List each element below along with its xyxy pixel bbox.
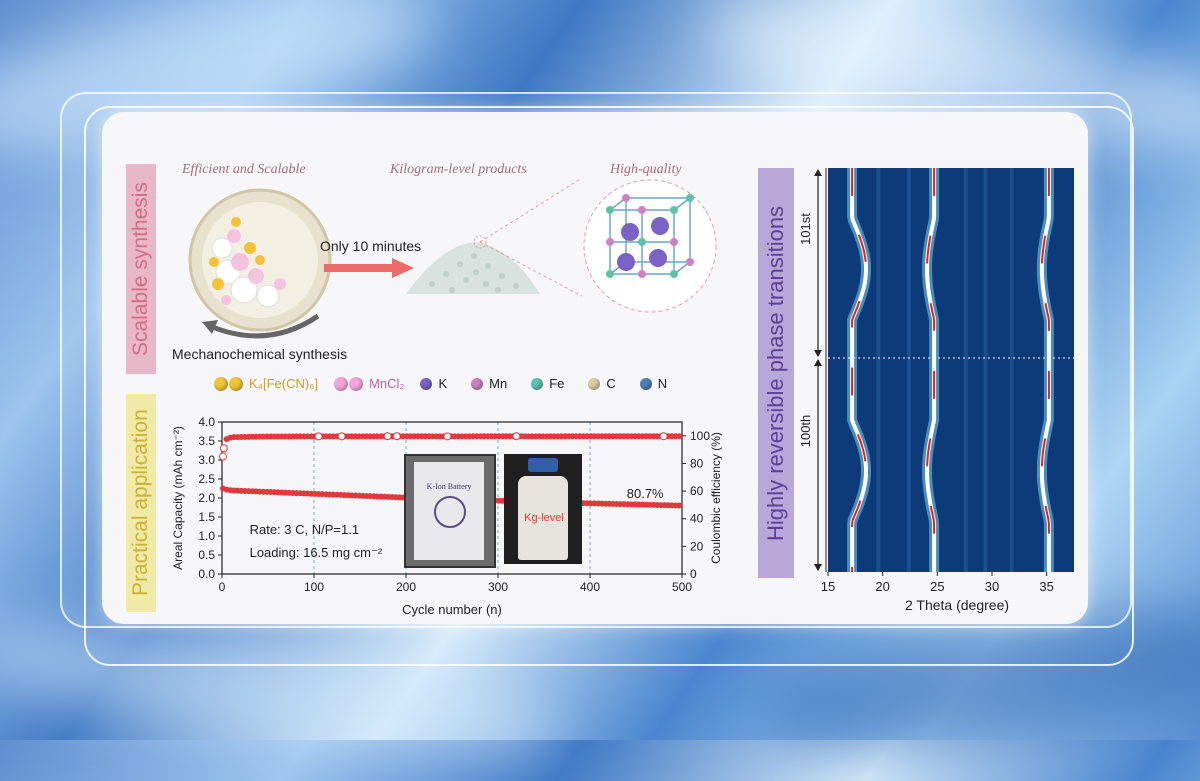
y2-tick-label: 100 [690,429,710,443]
heading-kilogram: Kilogram-level products [390,162,527,177]
rate-annotation: Rate: 3 C, N/P=1.1 [250,522,359,537]
ball-mill-illustration [188,188,332,332]
weak-reflection-streak [983,168,988,572]
mncl2-cluster-icon [334,376,364,391]
efficiency-point-hollow [337,432,346,441]
peak-trace [1039,168,1051,572]
arrow-head-icon [814,169,822,176]
legend-label: Fe [549,376,565,391]
y2-tick-label: 0 [690,567,697,581]
heading-efficient: Efficient and Scalable [182,162,306,177]
c-atom-icon [588,377,601,390]
weak-reflection-streak [1009,168,1014,572]
y-tick-label: 2.5 [198,472,215,486]
y-tick-label: 1.0 [198,529,215,543]
ten-minutes-label: Only 10 minutes [320,238,422,254]
peak-trace [925,168,937,572]
y-tick-label: 2.0 [198,491,215,505]
y-tick-label: 3.0 [198,453,215,467]
legend-label: N [657,376,668,391]
legend-label: K [438,376,448,391]
x-axis-label: Cycle number (n) [402,602,502,617]
weak-reflection-streak [906,168,911,572]
weak-reflection-streak [876,168,881,572]
y2-axis-label: Coulombic efficiency (%) [709,432,722,564]
legend-label: MnCl₂ [369,376,405,391]
y-tick-label: 0.0 [198,567,215,581]
y2-tick-label: 80 [690,456,704,470]
efficiency-point-hollow [443,432,452,441]
cycle-row-label: 100th [798,415,813,448]
y2-tick-label: 40 [690,512,704,526]
heading-quality: High-quality [610,162,682,177]
arrow-head-icon [814,359,822,366]
zoom-guide-lines [473,177,583,297]
x-tick-label: 0 [219,580,226,594]
k4fecn6-cluster-icon [214,376,243,391]
efficiency-point-hollow [314,432,323,441]
heatmap-background [828,168,1074,572]
battery-photo: K-Ion Battery [404,454,496,568]
k-atom-icon [420,377,433,390]
mn-atom-icon [471,377,484,390]
efficiency-point [676,433,683,440]
card-outline-frame [84,106,1134,666]
x-tick-label: 25 [930,579,944,594]
efficiency-point-hollow [392,432,401,441]
loading-annotation: Loading: 16.5 mg cm⁻² [250,545,383,560]
battery-label: K-Ion Battery [426,482,472,491]
efficiency-point-hollow [659,432,668,441]
legend: K₄[Fe(CN)₆] MnCl₂ K Mn Fe C N [214,376,667,391]
x-tick-label: 300 [488,580,508,594]
weak-reflection-streak [963,168,968,572]
phase-transitions-label: Highly reversible phase transitions [758,168,794,578]
legend-label: C [606,376,616,391]
fe-atom-icon [531,377,544,390]
university-seal-icon [434,496,466,528]
retention-annotation: 80.7% [627,486,664,501]
cycling-performance-chart: 0 100 200 300 400 5000.00.51.01.52.02.53.03.5… [171,415,722,617]
peak-intensity-max [851,168,867,572]
y-tick-label: 0.5 [198,548,215,562]
process-arrow-icon [324,258,414,278]
efficiency-point-hollow [218,452,227,461]
cycle-row-label: 101st [798,213,813,245]
efficiency-point-hollow [512,432,521,441]
y-tick-label: 4.0 [198,415,215,429]
y2-tick-label: 60 [690,484,704,498]
y-tick-label: 3.5 [198,434,215,448]
rotation-arrow-icon [202,313,320,339]
x-tick-label: 30 [985,579,999,594]
mechanochemical-label: Mechanochemical synthesis [172,346,348,362]
arrow-head-icon [814,350,822,357]
in-situ-xrd-heatmap: 101st 100th 15 20 25 30 35 2 Theta (degree) [798,168,1082,613]
y-tick-label: 1.5 [198,510,215,524]
crystal-structure-illustration [583,179,717,313]
capacity-point [676,502,683,509]
x-axis-label: 2 Theta (degree) [905,597,1009,613]
powder-heap-illustration [406,242,540,294]
x-tick-label: 100 [304,580,324,594]
x-tick-label: 200 [396,580,416,594]
scalable-synthesis-label: Scalable synthesis [126,164,156,374]
graphical-abstract-panel: Scalable synthesis Practical application… [102,112,1088,624]
x-tick-label: 500 [672,580,692,594]
x-tick-label: 20 [875,579,889,594]
x-tick-label: 35 [1039,579,1053,594]
efficiency-point-hollow [383,432,392,441]
bottle-photo: Kg-level [504,454,582,564]
y2-tick-label: 20 [690,539,704,553]
legend-label: K₄[Fe(CN)₆] [249,376,319,391]
practical-application-label: Practical application [126,394,156,612]
x-tick-label: 15 [821,579,835,594]
efficiency-point-hollow [219,444,228,453]
x-tick-label: 400 [580,580,600,594]
legend-label: Mn [489,376,508,391]
y-axis-label: Areal Capacity (mAh cm⁻²) [171,426,185,570]
arrow-head-icon [814,564,822,571]
kg-level-label: Kg-level [524,512,564,524]
n-atom-icon [639,377,652,390]
